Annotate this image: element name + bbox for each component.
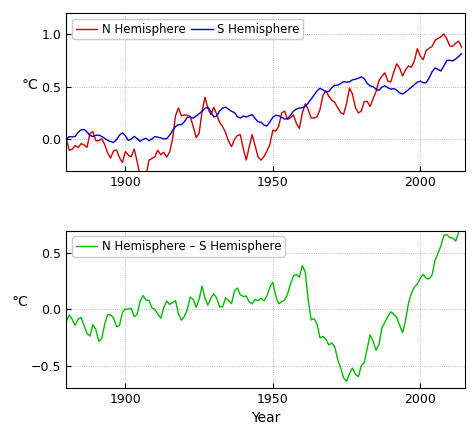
N Hemisphere – S Hemisphere: [344, 379, 349, 384]
N Hemisphere: [350, 91, 356, 97]
N Hemisphere: [435, 36, 441, 41]
S Hemisphere: [409, 85, 414, 90]
N Hemisphere – S Hemisphere: [350, 366, 356, 371]
N Hemisphere – S Hemisphere: [288, 281, 293, 287]
N Hemisphere: [64, 137, 69, 142]
N Hemisphere: [158, 152, 164, 157]
S Hemisphere: [291, 108, 296, 114]
Y-axis label: °C: °C: [22, 78, 39, 92]
S Hemisphere: [350, 77, 356, 82]
S Hemisphere: [158, 135, 164, 140]
X-axis label: Year: Year: [251, 411, 280, 426]
S Hemisphere: [459, 51, 465, 56]
Line: N Hemisphere: N Hemisphere: [66, 34, 462, 178]
S Hemisphere: [435, 67, 441, 72]
Legend: N Hemisphere – S Hemisphere: N Hemisphere – S Hemisphere: [72, 236, 285, 257]
Line: N Hemisphere – S Hemisphere: N Hemisphere – S Hemisphere: [66, 226, 462, 381]
N Hemisphere: [459, 45, 465, 50]
N Hemisphere – S Hemisphere: [273, 293, 279, 299]
N Hemisphere – S Hemisphere: [155, 311, 161, 317]
N Hemisphere: [140, 175, 146, 180]
S Hemisphere: [276, 113, 282, 118]
Legend: N Hemisphere, S Hemisphere: N Hemisphere, S Hemisphere: [72, 19, 303, 39]
N Hemisphere: [276, 123, 282, 129]
N Hemisphere – S Hemisphere: [64, 319, 69, 324]
N Hemisphere: [409, 65, 414, 70]
S Hemisphere: [111, 140, 117, 145]
N Hemisphere: [291, 112, 296, 118]
S Hemisphere: [64, 137, 69, 142]
Y-axis label: °C: °C: [11, 295, 28, 309]
N Hemisphere – S Hemisphere: [409, 291, 414, 296]
N Hemisphere – S Hemisphere: [435, 251, 441, 256]
N Hemisphere: [441, 31, 447, 37]
N Hemisphere – S Hemisphere: [459, 224, 465, 229]
Line: S Hemisphere: S Hemisphere: [66, 53, 462, 142]
